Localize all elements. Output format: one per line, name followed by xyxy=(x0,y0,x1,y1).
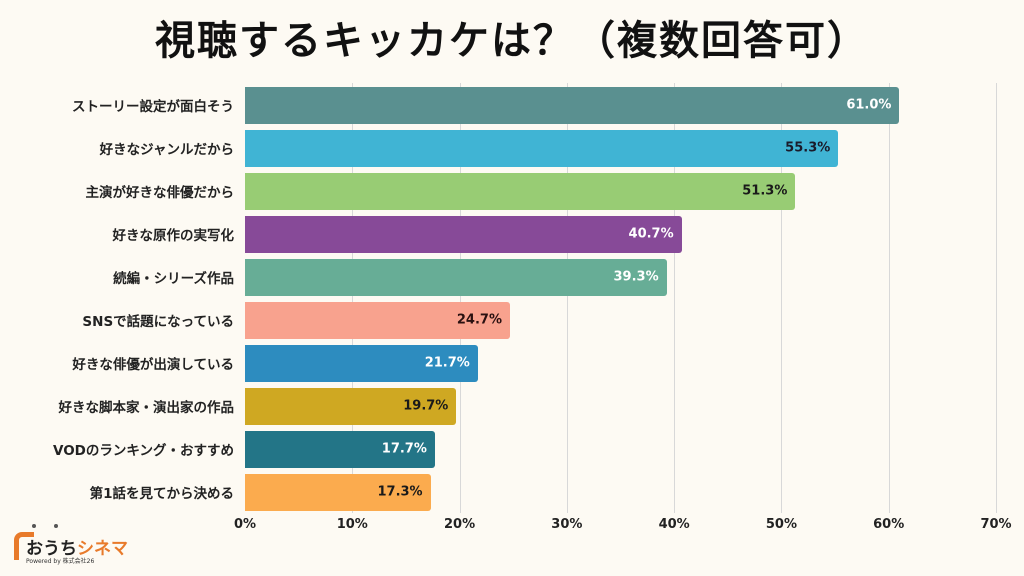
value-label: 55.3% xyxy=(785,140,831,156)
category-label: 好きな脚本家・演出家の作品 xyxy=(58,400,235,416)
logo-antenna-icon xyxy=(54,524,58,528)
bar xyxy=(245,344,478,382)
x-tick-label: 60% xyxy=(873,517,905,532)
logo-text: おうちシネマ xyxy=(26,539,128,559)
category-label: 好きな原作の実写化 xyxy=(112,228,235,244)
x-tick-label: 0% xyxy=(233,517,257,532)
x-tick-label: 70% xyxy=(980,517,1012,532)
gridline xyxy=(996,83,997,513)
gridline xyxy=(888,83,890,513)
bar xyxy=(245,86,900,124)
logo-subtext: Powered by 株式会社26 xyxy=(26,558,95,565)
gridline xyxy=(674,83,676,513)
gridline xyxy=(566,83,568,513)
logo: おうちシネマ Powered by 株式会社26 xyxy=(12,522,142,566)
value-label: 24.7% xyxy=(456,312,502,328)
category-label: 第1話を見てから決める xyxy=(89,486,234,502)
category-label: 主演が好きな俳優だから xyxy=(85,185,235,201)
x-tick-label: 10% xyxy=(336,517,368,532)
bar xyxy=(245,258,667,296)
value-label: 19.7% xyxy=(403,398,449,414)
x-tick-label: 40% xyxy=(658,517,690,532)
x-tick-label: 30% xyxy=(551,517,583,532)
category-label: VODのランキング・おすすめ xyxy=(53,443,234,459)
gridline xyxy=(352,83,354,513)
value-label: 17.7% xyxy=(381,441,427,457)
value-label: 40.7% xyxy=(628,226,674,242)
category-label: 好きな俳優が出演している xyxy=(72,357,234,373)
x-tick-label: 50% xyxy=(765,517,797,532)
bar xyxy=(245,301,510,339)
bar xyxy=(245,430,435,468)
category-label: 続編・シリーズ作品 xyxy=(113,271,234,287)
bar xyxy=(245,387,457,425)
gridline xyxy=(781,83,783,513)
logo-antenna-icon xyxy=(32,524,36,528)
value-label: 21.7% xyxy=(424,355,470,371)
gridline xyxy=(459,83,461,513)
value-label: 51.3% xyxy=(742,183,788,199)
category-label: 好きなジャンルだから xyxy=(99,142,234,158)
bar xyxy=(245,129,839,167)
value-label: 17.3% xyxy=(377,484,423,500)
chart-title: 視聴するキッカケは？（複数回答可） xyxy=(155,18,869,64)
category-label: SNSで話題になっている xyxy=(82,314,234,330)
logo-tv-frame-icon xyxy=(14,532,34,560)
value-label: 39.3% xyxy=(613,269,659,285)
bar xyxy=(245,172,796,210)
value-label: 61.0% xyxy=(846,97,892,113)
category-label: ストーリー設定が面白そう xyxy=(72,99,234,115)
bar xyxy=(245,473,431,511)
x-tick-label: 20% xyxy=(444,517,476,532)
bar xyxy=(245,215,682,253)
